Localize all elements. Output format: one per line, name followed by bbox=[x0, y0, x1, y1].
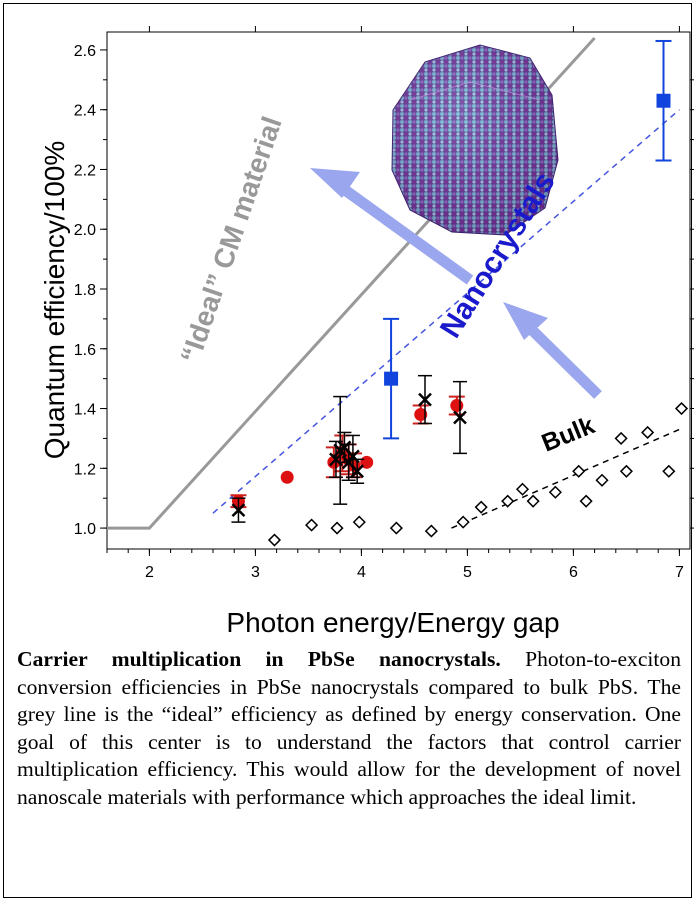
x-tick-label: 4 bbox=[357, 564, 366, 581]
diamond-point bbox=[579, 494, 593, 508]
ideal-cm-label: “Ideal” CM material bbox=[174, 113, 287, 367]
x-tick-label: 6 bbox=[569, 564, 578, 581]
caption-title: Carrier multiplication in PbSe nanocryst… bbox=[17, 647, 501, 671]
diamond-point bbox=[456, 515, 470, 529]
diamond-point bbox=[662, 464, 676, 478]
chart: 2 3 4 5 6 7 1.0 1.2 1.4 1.6 1.8 2.0 2.2 2.4 2.6 “Ideal… bbox=[39, 26, 694, 638]
nanocrystals-arrow bbox=[310, 168, 474, 285]
diamond-point bbox=[305, 518, 319, 532]
diamond-point bbox=[501, 494, 515, 508]
diamond-point bbox=[526, 494, 540, 508]
x-point bbox=[453, 410, 467, 425]
diamond-point bbox=[389, 521, 403, 535]
y-axis-title: Quantum efficiency/100% bbox=[39, 141, 70, 460]
y-tick-label: 2.6 bbox=[74, 43, 96, 60]
y-tick-label: 1.2 bbox=[74, 461, 96, 478]
square-point bbox=[384, 371, 399, 386]
bulk-trend-line bbox=[451, 428, 680, 529]
y-tick-label: 1.6 bbox=[74, 342, 96, 359]
diamond-point bbox=[572, 464, 586, 478]
diamond-point bbox=[267, 533, 282, 547]
y-tick-label: 2.0 bbox=[74, 222, 96, 239]
figure-frame bbox=[3, 3, 692, 898]
diamond-point bbox=[548, 485, 562, 499]
bulk-arrow bbox=[503, 302, 602, 399]
diamond-point bbox=[330, 521, 344, 535]
x-tick-label: 2 bbox=[145, 564, 154, 581]
x-point bbox=[418, 392, 432, 407]
nanocrystal-trend-line bbox=[212, 109, 680, 514]
y-tick-label: 1.4 bbox=[74, 402, 96, 419]
figure-caption: Carrier multiplication in PbSe nanocryst… bbox=[17, 646, 681, 812]
plot-area bbox=[106, 31, 691, 550]
diamond-point bbox=[424, 524, 438, 538]
diamond-point bbox=[641, 425, 655, 440]
diamond-point bbox=[352, 515, 366, 529]
x-axis-title: Photon energy/Energy gap bbox=[226, 607, 559, 638]
x-tick-label: 5 bbox=[463, 564, 472, 581]
x-tick-label: 3 bbox=[251, 564, 260, 581]
nanocrystal-image bbox=[391, 44, 559, 236]
circle-point bbox=[450, 399, 464, 413]
y-tick-label: 1.8 bbox=[74, 282, 96, 299]
square-point bbox=[656, 93, 671, 108]
y-tick-label: 1.0 bbox=[74, 521, 96, 538]
diamond-point bbox=[614, 431, 628, 445]
diamond-point bbox=[674, 401, 689, 416]
diamond-point bbox=[619, 464, 633, 478]
circle-point bbox=[414, 408, 428, 422]
caption-text: Photon-to-exciton conversion efficiencie… bbox=[17, 647, 681, 809]
diamond-point bbox=[474, 500, 488, 514]
circle-point bbox=[280, 470, 294, 484]
bulk-label: Bulk bbox=[538, 411, 599, 457]
y-tick-label: 2.2 bbox=[74, 162, 96, 179]
diamond-point bbox=[515, 482, 530, 496]
x-tick-label: 7 bbox=[675, 564, 684, 581]
x-point bbox=[231, 503, 246, 518]
x-point bbox=[350, 464, 365, 479]
y-tick-label: 2.4 bbox=[74, 103, 96, 120]
diamond-point bbox=[595, 473, 609, 487]
